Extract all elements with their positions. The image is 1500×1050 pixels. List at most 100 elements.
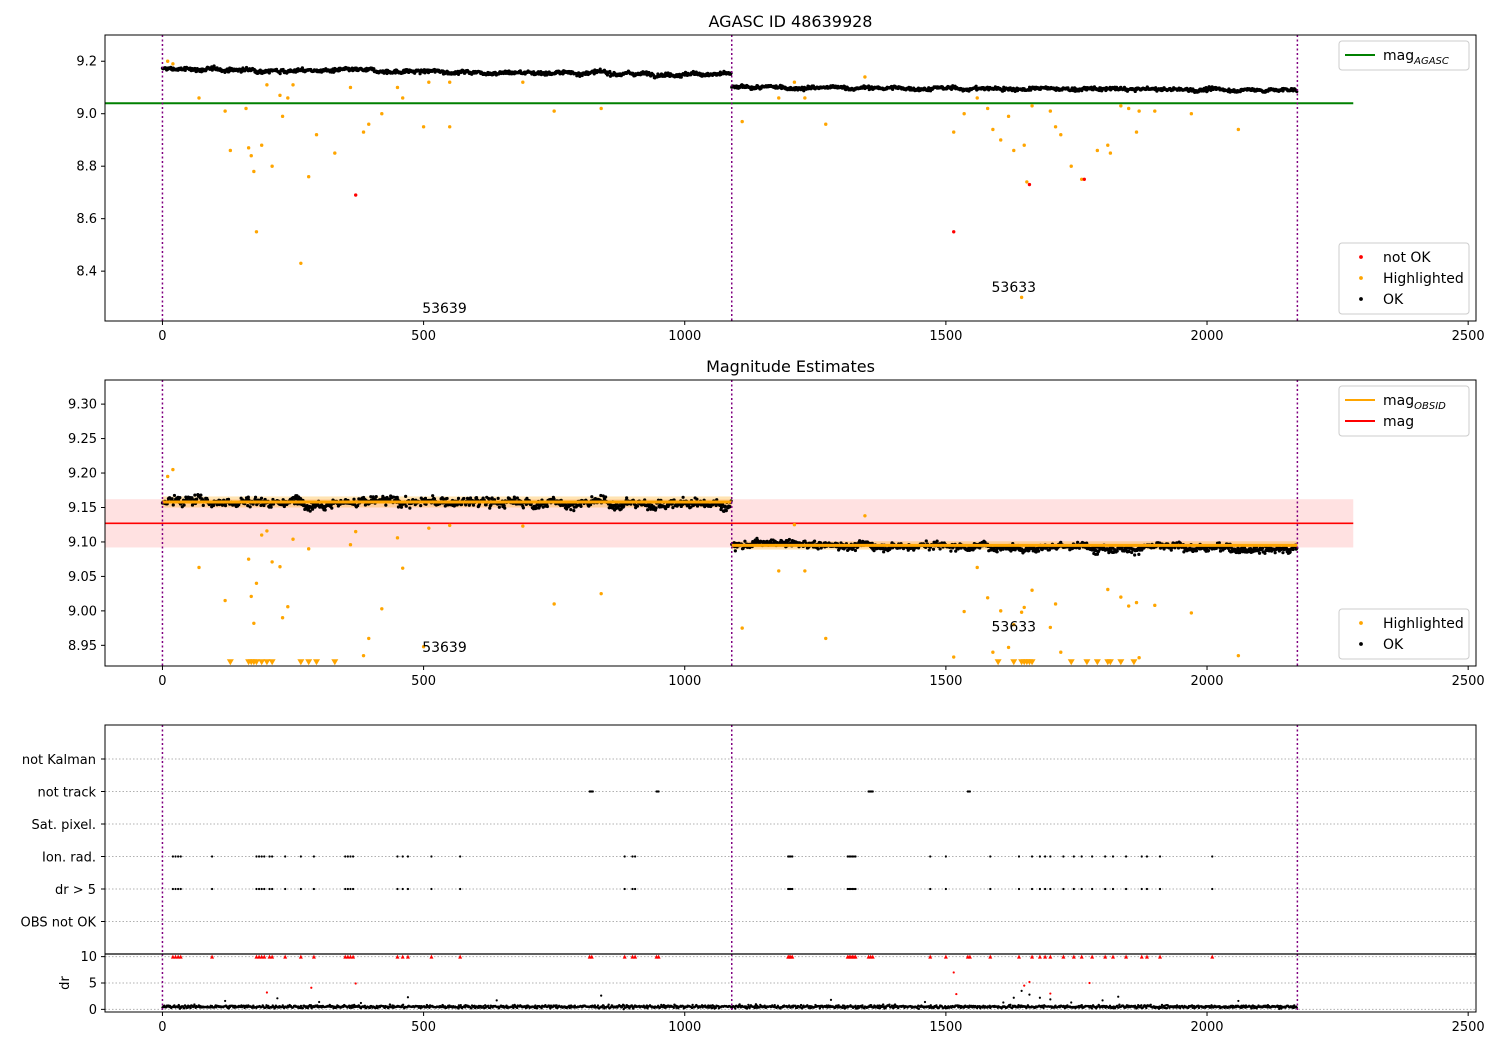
highlighted-point <box>863 75 867 79</box>
flag-category-label: Ion. rad. <box>42 851 96 866</box>
highlighted-point <box>395 85 400 90</box>
ok-point <box>253 495 258 499</box>
flag-point <box>1017 855 1021 858</box>
highlighted-offscale-marker <box>305 659 313 666</box>
flag-point <box>312 855 316 858</box>
y-tick-label: 9.30 <box>68 398 97 413</box>
ok-point <box>598 67 602 71</box>
flag-point <box>299 887 302 891</box>
highlighted-point <box>395 536 400 540</box>
highlighted-point <box>244 106 248 111</box>
highlighted-point <box>270 560 274 564</box>
legend: magAGASC <box>1338 40 1470 71</box>
ok-point <box>1115 549 1119 553</box>
highlighted-point <box>962 112 966 116</box>
highlighted-point <box>1095 148 1100 153</box>
highlighted-offscale-marker <box>1130 659 1138 666</box>
flag-point <box>1124 855 1128 858</box>
highlighted-point <box>824 636 828 641</box>
ok-point <box>259 496 264 500</box>
highlighted-point <box>1189 611 1194 615</box>
flag-point <box>255 887 258 891</box>
ok-point <box>399 505 404 509</box>
highlighted-point <box>991 127 995 132</box>
flag-point <box>210 887 214 891</box>
legend-marker <box>1359 255 1363 259</box>
flag-point <box>177 887 180 891</box>
ok-point <box>168 496 172 500</box>
ok-point <box>384 503 388 507</box>
flag-point <box>459 855 462 858</box>
legend-frame <box>1338 40 1470 71</box>
ok-point <box>190 496 194 500</box>
ok-point <box>617 504 622 508</box>
highlighted-point <box>777 569 781 573</box>
flag-point <box>257 887 261 891</box>
obsid-label: 53633 <box>992 280 1037 296</box>
ok-point <box>695 497 699 501</box>
highlighted-point <box>353 529 358 534</box>
dr-point <box>193 1003 196 1006</box>
flag-point <box>263 887 266 891</box>
highlighted-point <box>952 130 956 134</box>
x-tick-label: 2000 <box>1190 674 1223 689</box>
flag-point <box>989 855 992 858</box>
ok-point <box>419 504 423 508</box>
highlighted-point <box>361 653 366 658</box>
highlighted-point <box>1069 164 1073 168</box>
highlighted-point <box>1106 587 1110 592</box>
ok-point <box>404 504 408 508</box>
obsid-label: 53633 <box>992 620 1037 636</box>
ok-point <box>262 503 266 508</box>
highlighted-point <box>265 83 269 87</box>
flag-point <box>210 855 214 858</box>
highlighted-point <box>1119 104 1123 108</box>
highlighted-point <box>777 96 781 100</box>
ok-point <box>1133 553 1137 557</box>
highlighted-point <box>306 547 311 551</box>
y-tick-label: 9.20 <box>68 467 97 482</box>
x-tick-label: 1000 <box>668 329 701 344</box>
highlighted-point <box>348 543 353 547</box>
highlighted-point <box>985 596 990 600</box>
flag-point <box>351 887 355 891</box>
highlighted-point <box>314 133 319 137</box>
x-tick-label: 1500 <box>929 674 962 689</box>
highlighted-point <box>401 96 405 100</box>
flag-point <box>623 855 626 858</box>
highlighted-point <box>448 125 452 129</box>
ok-point <box>484 503 488 507</box>
highlighted-point <box>985 106 990 111</box>
ok-point <box>1194 549 1199 553</box>
ok-point <box>1076 540 1080 544</box>
flag-point <box>312 887 316 891</box>
axes-frame <box>104 724 1477 955</box>
flag-point <box>1080 887 1083 891</box>
highlighted-offscale-marker <box>1093 659 1101 666</box>
highlighted-point <box>1134 600 1139 605</box>
flag-point <box>346 855 349 858</box>
flag-point <box>268 855 271 858</box>
highlighted-point <box>165 474 170 479</box>
highlighted-offscale-marker <box>994 659 1002 666</box>
flag-point <box>349 855 352 858</box>
flag-point <box>631 887 634 891</box>
panel-title: Magnitude Estimates <box>706 357 875 376</box>
flag-point <box>591 790 594 793</box>
highlighted-point <box>1189 112 1194 116</box>
flag-point <box>1017 887 1021 891</box>
not-ok-point <box>952 230 956 234</box>
ok-point <box>635 504 640 508</box>
ok-point <box>974 84 978 88</box>
highlighted-point <box>249 594 253 599</box>
highlighted-point <box>228 148 233 153</box>
highlighted-point <box>1006 645 1011 650</box>
ok-point <box>1273 551 1277 555</box>
ok-point <box>1291 547 1295 552</box>
flag-point <box>1145 855 1149 858</box>
flag-point <box>1062 855 1065 858</box>
not-ok-point <box>1027 182 1032 187</box>
flag-category-label: OBS not OK <box>21 916 97 931</box>
ok-point <box>622 504 626 508</box>
